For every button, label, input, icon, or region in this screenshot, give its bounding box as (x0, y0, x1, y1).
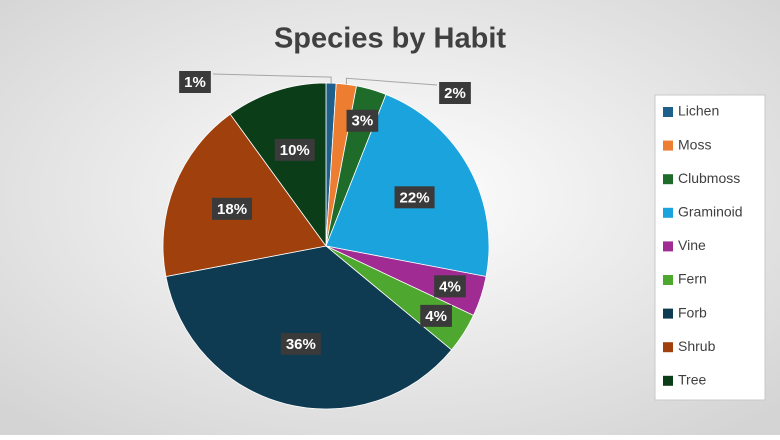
legend-swatch (663, 275, 673, 285)
leader-line (212, 73, 332, 84)
data-label: 4% (439, 278, 461, 295)
data-label-box (346, 109, 379, 132)
data-label: 1% (184, 74, 206, 91)
data-label-box (274, 138, 315, 161)
legend-label: Tree (678, 372, 706, 388)
chart-title: Species by Habit (274, 23, 506, 55)
legend-label: Graminoid (678, 204, 743, 220)
data-label-box (434, 275, 466, 298)
legend-box (654, 94, 766, 401)
legend-label: Fern (678, 271, 707, 287)
legend-swatch (663, 107, 673, 117)
data-label: 22% (400, 189, 430, 206)
legend-label: Moss (678, 136, 711, 152)
data-label: 4% (425, 308, 447, 325)
legend-label: Shrub (678, 338, 716, 354)
data-label-box (179, 71, 211, 93)
legend-label: Vine (678, 237, 706, 253)
legend-swatch (663, 308, 673, 319)
legend-swatch (663, 174, 673, 185)
pie-slice (325, 93, 490, 278)
data-label-box (394, 186, 435, 209)
legend-swatch (663, 342, 673, 353)
leader-line (345, 77, 438, 86)
legend-swatch (663, 140, 673, 151)
data-label: 2% (444, 85, 466, 102)
legend-label: Clubmoss (678, 170, 740, 186)
legend-swatch (663, 241, 673, 252)
pie-slice (229, 82, 327, 248)
data-label: 10% (280, 142, 310, 159)
data-label-box (439, 82, 471, 104)
data-label-box (280, 332, 321, 355)
legend-swatch (663, 207, 673, 218)
data-label: 36% (286, 336, 316, 353)
data-label: 18% (217, 201, 247, 218)
pie-slice (162, 113, 327, 278)
legend-swatch (663, 375, 673, 386)
data-label-box (212, 197, 253, 220)
legend-label: Lichen (678, 103, 719, 119)
data-label: 3% (352, 113, 374, 130)
pie-slice (165, 245, 453, 410)
data-label-box (420, 304, 452, 327)
legend-label: Forb (678, 304, 707, 320)
